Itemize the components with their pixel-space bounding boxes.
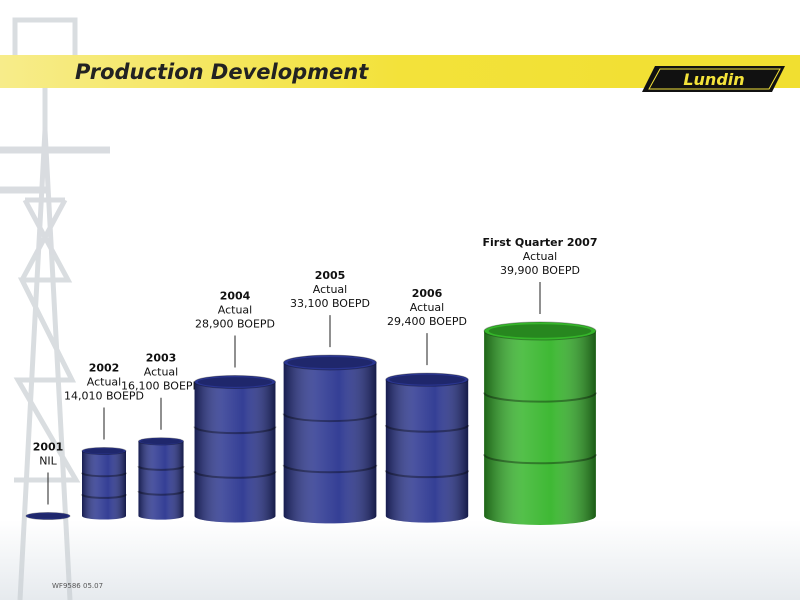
category-label: 2006	[412, 287, 443, 300]
category-label: 2003	[146, 352, 177, 365]
barrel-ridge	[81, 472, 127, 478]
sub-label: Actual	[523, 250, 557, 263]
barrel-shade	[283, 362, 377, 524]
category-label: 2001	[33, 440, 64, 453]
sub-label: Actual	[313, 283, 347, 296]
barrel-ridge	[137, 465, 185, 471]
barrel	[25, 511, 71, 521]
sub-label: Actual	[144, 366, 178, 379]
barrel-top-shade	[27, 513, 69, 519]
barrel-ridge	[483, 454, 597, 465]
barrel-ridge	[193, 470, 277, 479]
barrel-top-shade	[140, 438, 182, 445]
barrel-top	[194, 375, 276, 389]
barrel-ridge	[81, 493, 127, 499]
floor	[0, 520, 800, 600]
barrel-shade	[194, 382, 276, 523]
barrel-top-shade	[488, 324, 592, 338]
slide-title: Production Development	[75, 60, 369, 84]
barrel-shade	[82, 451, 126, 520]
barrel-ridge	[282, 413, 378, 423]
sub-label: Actual	[87, 376, 121, 389]
barrel-top	[81, 447, 127, 456]
value-label: NIL	[39, 454, 57, 467]
barrel-top-shade	[197, 377, 273, 387]
barrel	[81, 447, 127, 520]
barrel	[193, 375, 277, 523]
barrel-ridge	[137, 490, 185, 496]
logo-box	[642, 66, 785, 92]
barrel	[282, 354, 378, 524]
sub-label: Actual	[410, 301, 444, 314]
barrel-top	[385, 372, 469, 387]
barrel	[137, 437, 185, 520]
barrel-ridge	[483, 392, 597, 403]
value-label: 28,900 BOEPD	[195, 318, 275, 331]
barrel	[483, 321, 597, 525]
barrel-shade	[138, 441, 184, 520]
footer-code: WF9586 05.07	[52, 582, 103, 590]
barrel	[384, 372, 470, 523]
barrel-top	[483, 321, 597, 341]
barrel-shade	[385, 379, 469, 523]
barrel-ridge	[384, 470, 470, 479]
barrel-ridge	[282, 464, 378, 474]
category-label: 2005	[315, 269, 346, 282]
barrel-ridge	[193, 426, 277, 435]
category-label: 2004	[220, 290, 251, 303]
value-label: 29,400 BOEPD	[387, 315, 467, 328]
logo-text: Lundin	[683, 70, 744, 89]
barrel-top	[283, 354, 377, 371]
value-label: 14,010 BOEPD	[64, 390, 144, 403]
barrel-top-shade	[83, 448, 125, 454]
value-label: 39,900 BOEPD	[500, 264, 580, 277]
category-label: 2002	[89, 362, 120, 375]
category-label: First Quarter 2007	[483, 236, 598, 249]
barrel-top	[25, 511, 71, 521]
barrel-top-shade	[287, 356, 373, 369]
barrel-top-shade	[389, 374, 465, 385]
barrel-shade	[484, 331, 596, 525]
barrel-top	[137, 437, 185, 446]
value-label: 16,100 BOEPD	[121, 380, 201, 393]
value-label: 33,100 BOEPD	[290, 297, 370, 310]
sub-label: Actual	[218, 304, 252, 317]
barrel-ridge	[384, 424, 470, 433]
logo-frame	[648, 68, 781, 90]
